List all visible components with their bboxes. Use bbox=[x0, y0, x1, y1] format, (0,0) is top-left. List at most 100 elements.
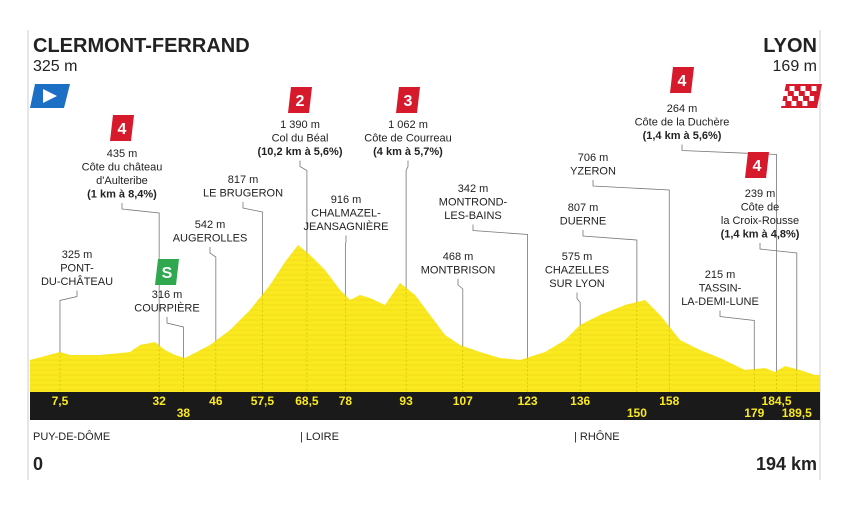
finish-flag bbox=[780, 84, 822, 108]
waypoint-text: 239 m bbox=[745, 188, 776, 200]
km-band bbox=[30, 392, 820, 420]
climb-detail: (4 km à 5,7%) bbox=[373, 146, 443, 158]
climb-badge bbox=[110, 115, 134, 141]
leader-line bbox=[576, 292, 581, 325]
leader-line bbox=[719, 310, 755, 370]
km-label: 179 bbox=[744, 406, 764, 420]
flag-square bbox=[811, 86, 817, 91]
leader-line bbox=[344, 235, 347, 296]
region: | RHÔNE bbox=[574, 430, 620, 443]
flag-square bbox=[780, 101, 786, 106]
waypoint-text: LA-DEMI-LUNE bbox=[681, 296, 759, 308]
waypoint-text: Côte du château bbox=[82, 162, 163, 174]
leader-line bbox=[759, 243, 798, 370]
waypoint-text: MONTBRISON bbox=[421, 265, 496, 277]
badge-label: 4 bbox=[118, 121, 127, 138]
waypoint-text: Côte de Courreau bbox=[364, 133, 451, 145]
waypoint-text: 342 m bbox=[458, 183, 489, 195]
waypoint-text: MONTROND- bbox=[439, 197, 508, 209]
waypoint-text: 325 m bbox=[62, 249, 93, 261]
waypoint-text: LES-BAINS bbox=[444, 210, 501, 222]
climb-detail: (1 km à 8,4%) bbox=[87, 189, 157, 201]
climb-detail: (1,4 km à 4,8%) bbox=[721, 229, 800, 241]
leader-line bbox=[405, 160, 409, 288]
flag-square bbox=[802, 101, 808, 106]
flag-square bbox=[787, 96, 793, 101]
waypoint-text: COURPIÈRE bbox=[134, 302, 199, 315]
finish-name: LYON bbox=[763, 35, 817, 57]
climb-badge bbox=[288, 87, 312, 113]
badge-label: 4 bbox=[678, 73, 687, 90]
waypoint-text: PONT- bbox=[60, 263, 94, 275]
leader-line bbox=[681, 144, 777, 372]
waypoint-text: 575 m bbox=[562, 251, 593, 263]
waypoint-text: SUR LYON bbox=[549, 278, 604, 290]
start-km: 0 bbox=[33, 454, 43, 474]
leader-line bbox=[121, 203, 160, 346]
waypoint-text: 706 m bbox=[578, 152, 609, 164]
km-label: 107 bbox=[453, 394, 473, 408]
waypoint-text: CHAZELLES bbox=[545, 265, 609, 277]
climb-badge bbox=[155, 259, 179, 285]
waypoint-text: Côte de bbox=[741, 202, 780, 214]
waypoint-text: Col du Béal bbox=[272, 133, 329, 145]
leader-line bbox=[59, 290, 78, 353]
km-label: 123 bbox=[518, 394, 538, 408]
flag-square bbox=[804, 91, 810, 96]
waypoint-text: la Croix-Rousse bbox=[721, 215, 799, 227]
waypoint-text: 264 m bbox=[667, 103, 698, 115]
km-label: 57,5 bbox=[251, 394, 275, 408]
waypoint-text: 215 m bbox=[705, 269, 736, 281]
leader-line bbox=[472, 224, 528, 358]
waypoint-text: 1 390 m bbox=[280, 119, 320, 131]
badge-label: 2 bbox=[296, 93, 305, 110]
badge-label: 4 bbox=[753, 158, 762, 175]
waypoint-text: DU-CHÂTEAU bbox=[41, 275, 113, 288]
km-label: 158 bbox=[659, 394, 679, 408]
climb-badge bbox=[745, 152, 769, 178]
flag-square bbox=[791, 101, 797, 106]
waypoint-text: 1 062 m bbox=[388, 119, 428, 131]
waypoint-text: 316 m bbox=[152, 289, 183, 301]
waypoint-text: 542 m bbox=[195, 219, 226, 231]
flag-square bbox=[793, 91, 799, 96]
waypoint-text: LE BRUGERON bbox=[203, 188, 283, 200]
leader-line bbox=[582, 230, 638, 303]
km-label: 46 bbox=[209, 394, 223, 408]
region: | LOIRE bbox=[300, 431, 339, 443]
km-label: 68,5 bbox=[295, 394, 319, 408]
badge-label: S bbox=[162, 265, 173, 282]
climb-detail: (1,4 km à 5,6%) bbox=[643, 130, 722, 142]
leader-line bbox=[457, 279, 464, 346]
waypoint-text: 807 m bbox=[568, 202, 599, 214]
start-flag-arrow bbox=[43, 89, 57, 103]
km-label: 189,5 bbox=[782, 406, 812, 420]
waypoint-text: DUERNE bbox=[560, 216, 606, 228]
waypoint-text: 916 m bbox=[331, 194, 362, 206]
badge-label: 3 bbox=[404, 93, 413, 110]
region: PUY-DE-DÔME bbox=[33, 430, 110, 443]
waypoint-text: CHALMAZEL- bbox=[311, 208, 381, 220]
leader-line bbox=[166, 317, 184, 358]
climb-badge bbox=[670, 67, 694, 93]
leader-line bbox=[209, 247, 217, 341]
flag-square bbox=[782, 91, 788, 96]
km-label: 136 bbox=[570, 394, 590, 408]
flag-square bbox=[809, 96, 815, 101]
leader-line bbox=[592, 180, 670, 327]
waypoint-text: JEANSAGNIÈRE bbox=[304, 220, 389, 233]
km-label: 78 bbox=[339, 394, 353, 408]
km-label: 184,5 bbox=[762, 394, 792, 408]
leader-line bbox=[299, 160, 308, 253]
waypoint-text: YZERON bbox=[570, 166, 616, 178]
waypoint-text: 817 m bbox=[228, 174, 259, 186]
start-altitude: 325 m bbox=[33, 58, 77, 75]
flag-square bbox=[800, 86, 806, 91]
km-label: 38 bbox=[177, 406, 191, 420]
leader-line bbox=[242, 202, 263, 295]
km-label: 93 bbox=[399, 394, 413, 408]
finish-km: 194 km bbox=[756, 454, 817, 474]
profile bbox=[30, 245, 820, 392]
km-label: 150 bbox=[627, 406, 647, 420]
